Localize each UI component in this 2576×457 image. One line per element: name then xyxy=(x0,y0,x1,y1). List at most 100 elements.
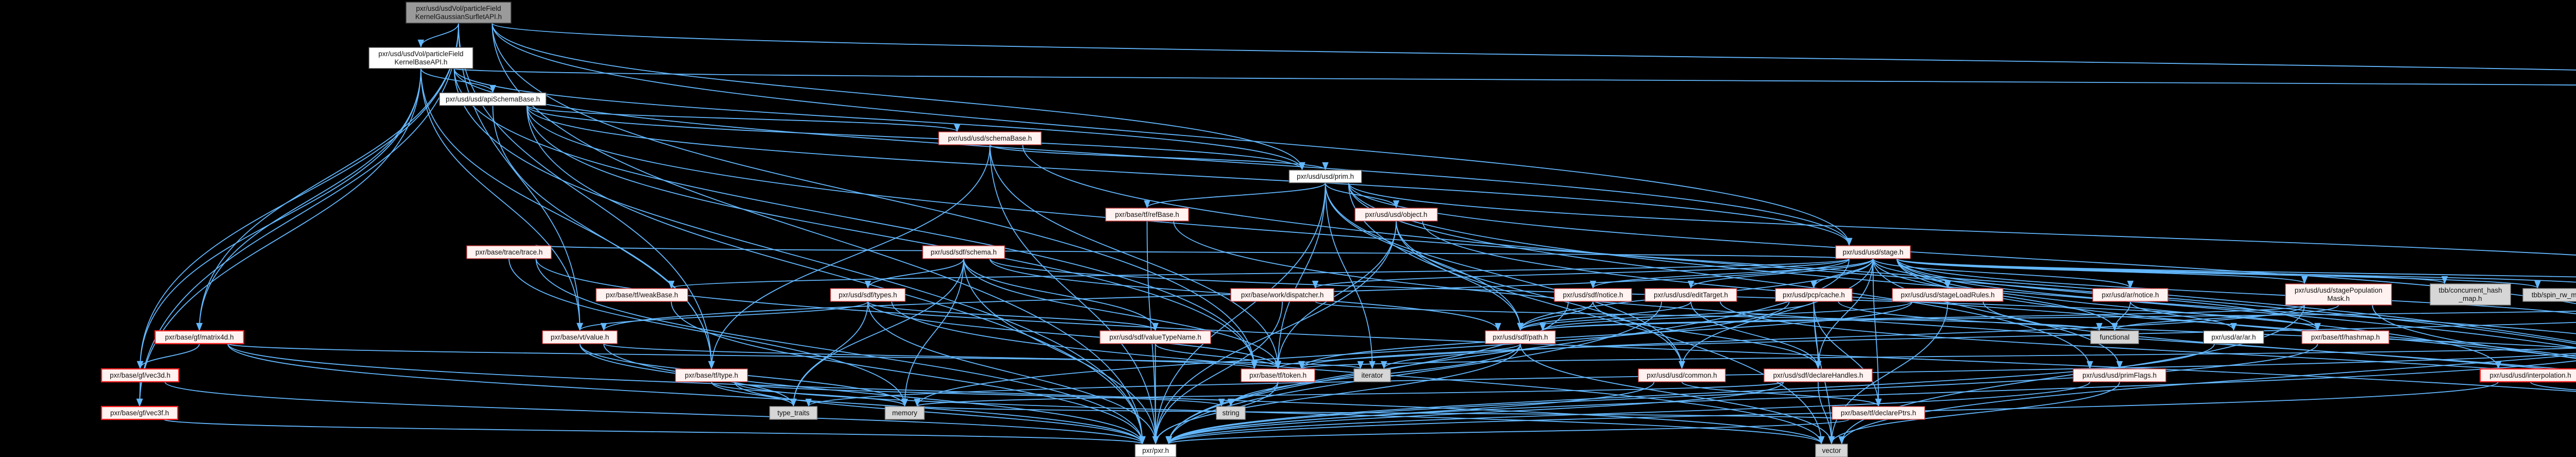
graph-node-pxr-base-work-dispatcher-h[interactable]: pxr/base/work/dispatcher.h xyxy=(1230,288,1334,302)
node-box[interactable] xyxy=(1134,444,1177,457)
graph-node-pxr-usd-usd-stage-h[interactable]: pxr/usd/usd/stage.h xyxy=(1835,245,1911,259)
graph-node-tbb-spin-rw-mutex-h[interactable]: tbb/spin_rw_mutex.h xyxy=(2522,288,2576,302)
graph-node-pxr-usd-sdf-path-h[interactable]: pxr/usd/sdf/path.h xyxy=(1485,330,1556,344)
graph-node-type-traits[interactable]: type_traits xyxy=(769,406,818,420)
graph-node-pxr-base-gf-vec3f-h[interactable]: pxr/base/gf/vec3f.h xyxy=(100,405,179,420)
graph-node-pxr-usd-usd-stageloadrules-h[interactable]: pxr/usd/usd/stageLoadRules.h xyxy=(1892,288,2004,302)
node-box[interactable] xyxy=(1354,208,1438,222)
node-box[interactable] xyxy=(2301,330,2389,344)
node-box[interactable] xyxy=(1638,368,1726,382)
node-box[interactable] xyxy=(542,330,618,344)
graph-node-pxr-usd-sdf-declarehandles-h[interactable]: pxr/usd/sdf/declareHandles.h xyxy=(1764,368,1873,382)
node-box[interactable] xyxy=(1835,245,1911,259)
node-box[interactable] xyxy=(830,288,906,302)
graph-node-pxr-usd-usdvol-particlefieldkernelbaseapi-h[interactable]: pxr/usd/usdVol/particleField KernelBaseAP… xyxy=(368,47,473,69)
graph-node-pxr-base-tf-weakbase-h[interactable]: pxr/base/tf/weakBase.h xyxy=(596,288,688,302)
node-box[interactable] xyxy=(2090,330,2139,344)
node-box[interactable] xyxy=(2073,368,2166,382)
include-edge xyxy=(1896,258,2502,369)
graph-node-memory[interactable]: memory xyxy=(885,406,925,420)
node-label: pxr/usd/usdVol/particleField KernelGaussi… xyxy=(415,5,502,21)
graph-node-pxr-usd-usd-stagepopulationmask-h[interactable]: pxr/usd/usd/stagePopulation Mask.h xyxy=(2285,283,2392,306)
include-edge xyxy=(1815,258,1874,369)
node-label-line: pxr/base/gf/vec3d.h xyxy=(110,371,171,379)
node-box[interactable] xyxy=(885,406,925,420)
graph-node-pxr-usd-usd-edittarget-h[interactable]: pxr/usd/usd/editTarget.h xyxy=(1645,288,1737,302)
node-box[interactable] xyxy=(1815,444,1848,457)
node-box[interactable] xyxy=(1099,330,1211,344)
graph-node-tbb-concurrent-hash-map-h[interactable]: tbb/concurrent_hash _map.h xyxy=(2430,283,2511,306)
node-box[interactable] xyxy=(2092,288,2168,302)
node-box[interactable] xyxy=(1645,288,1737,302)
graph-node-pxr-base-tf-declareptrs-h[interactable]: pxr/base/tf/declarePtrs.h xyxy=(1832,406,1925,420)
node-box[interactable] xyxy=(938,131,1042,145)
graph-node-pxr-usd-usd-interpolation-h[interactable]: pxr/usd/usd/interpolation.h xyxy=(2479,368,2576,383)
node-box[interactable] xyxy=(596,288,688,302)
graph-node-pxr-usd-ar-ar-h[interactable]: pxr/usd/ar/ar.h xyxy=(2203,330,2264,344)
node-box[interactable] xyxy=(1241,368,1315,382)
node-box[interactable] xyxy=(1554,288,1632,302)
node-box[interactable] xyxy=(1230,288,1334,302)
graph-node-pxr-usd-usd-apischemabase-h[interactable]: pxr/usd/usd/apiSchemaBase.h xyxy=(439,92,547,106)
include-edge xyxy=(1540,304,2305,331)
graph-node-pxr-base-gf-vec3d-h[interactable]: pxr/base/gf/vec3d.h xyxy=(100,368,180,383)
graph-node-pxr-base-gf-matrix4d-h[interactable]: pxr/base/gf/matrix4d.h xyxy=(154,330,245,345)
node-box[interactable] xyxy=(1764,368,1873,382)
node-box[interactable] xyxy=(1892,288,2004,302)
node-box[interactable] xyxy=(405,2,512,24)
node-box[interactable] xyxy=(1485,330,1556,344)
graph-node-pxr-usd-usd-primflags-h[interactable]: pxr/usd/usd/primFlags.h xyxy=(2073,368,2166,382)
node-box[interactable] xyxy=(1775,288,1853,302)
graph-node-pxr-usd-pcp-cache-h[interactable]: pxr/usd/pcp/cache.h xyxy=(1775,288,1853,302)
node-box[interactable] xyxy=(1105,208,1189,222)
node-box[interactable] xyxy=(675,368,748,382)
include-edge xyxy=(1517,301,1691,331)
graph-node-pxr-usd-usd-schemabase-h[interactable]: pxr/usd/usd/schemaBase.h xyxy=(938,131,1042,145)
graph-node-vector[interactable]: vector xyxy=(1815,444,1848,457)
node-box[interactable] xyxy=(1216,406,1246,420)
graph-node-pxr-pxr-h[interactable]: pxr/pxr.h xyxy=(1134,444,1177,457)
node-box[interactable] xyxy=(2430,283,2511,306)
node-box[interactable] xyxy=(100,368,180,383)
graph-node-pxr-base-trace-trace-h[interactable]: pxr/base/trace/trace.h xyxy=(466,245,552,259)
graph-node-pxr-usd-sdf-schema-h[interactable]: pxr/usd/sdf/schema.h xyxy=(922,245,1005,259)
graph-node-pxr-base-tf-hashmap-h[interactable]: pxr/base/tf/hashmap.h xyxy=(2301,330,2389,344)
include-edge xyxy=(1348,182,2576,256)
include-edge xyxy=(708,144,991,369)
include-edge xyxy=(1592,301,1822,369)
graph-node-pxr-base-tf-refbase-h[interactable]: pxr/base/tf/refBase.h xyxy=(1105,208,1189,222)
node-box[interactable] xyxy=(1289,170,1362,183)
graph-node-pxr-usd-sdf-types-h[interactable]: pxr/usd/sdf/types.h xyxy=(830,288,906,302)
node-box[interactable] xyxy=(769,406,818,420)
node-box[interactable] xyxy=(100,405,179,420)
node-box[interactable] xyxy=(2479,368,2576,383)
graph-node-pxr-base-vt-value-h[interactable]: pxr/base/vt/value.h xyxy=(542,330,618,344)
graph-node-string[interactable]: string xyxy=(1216,406,1246,420)
graph-node-pxr-usd-sdf-valuetypename-h[interactable]: pxr/usd/sdf/valueTypeName.h xyxy=(1099,330,1211,344)
node-box[interactable] xyxy=(2522,288,2576,302)
graph-node-pxr-usd-sdf-notice-h[interactable]: pxr/usd/sdf/notice.h xyxy=(1554,288,1632,302)
node-box[interactable] xyxy=(368,47,473,69)
node-box[interactable] xyxy=(1353,368,1391,382)
graph-node-pxr-usd-usd-common-h[interactable]: pxr/usd/usd/common.h xyxy=(1638,368,1726,382)
node-box[interactable] xyxy=(2285,283,2392,306)
node-label-line: pxr/base/tf/type.h xyxy=(685,371,738,379)
graph-node-pxr-usd-ar-notice-h[interactable]: pxr/usd/ar/notice.h xyxy=(2092,288,2168,302)
node-box[interactable] xyxy=(466,245,552,259)
graph-node-functional[interactable]: functional xyxy=(2090,330,2139,344)
include-edge xyxy=(526,105,960,132)
node-box[interactable] xyxy=(1832,406,1925,420)
graph-node-iterator[interactable]: iterator xyxy=(1353,368,1391,382)
graph-node-pxr-usd-usdvol-particlefieldkernelgaussiansurfletapi-h[interactable]: pxr/usd/usdVol/particleField KernelGaussi… xyxy=(405,2,512,24)
include-edge xyxy=(867,301,1281,369)
node-label: memory xyxy=(892,409,918,417)
graph-node-pxr-base-tf-type-h[interactable]: pxr/base/tf/type.h xyxy=(675,368,748,382)
node-box[interactable] xyxy=(439,92,547,106)
graph-node-pxr-usd-usd-object-h[interactable]: pxr/usd/usd/object.h xyxy=(1354,208,1438,222)
graph-node-pxr-base-tf-token-h[interactable]: pxr/base/tf/token.h xyxy=(1241,368,1315,382)
node-box[interactable] xyxy=(2203,330,2264,344)
node-box[interactable] xyxy=(922,245,1005,259)
graph-node-pxr-usd-usd-prim-h[interactable]: pxr/usd/usd/prim.h xyxy=(1289,170,1362,183)
node-box[interactable] xyxy=(154,330,245,345)
